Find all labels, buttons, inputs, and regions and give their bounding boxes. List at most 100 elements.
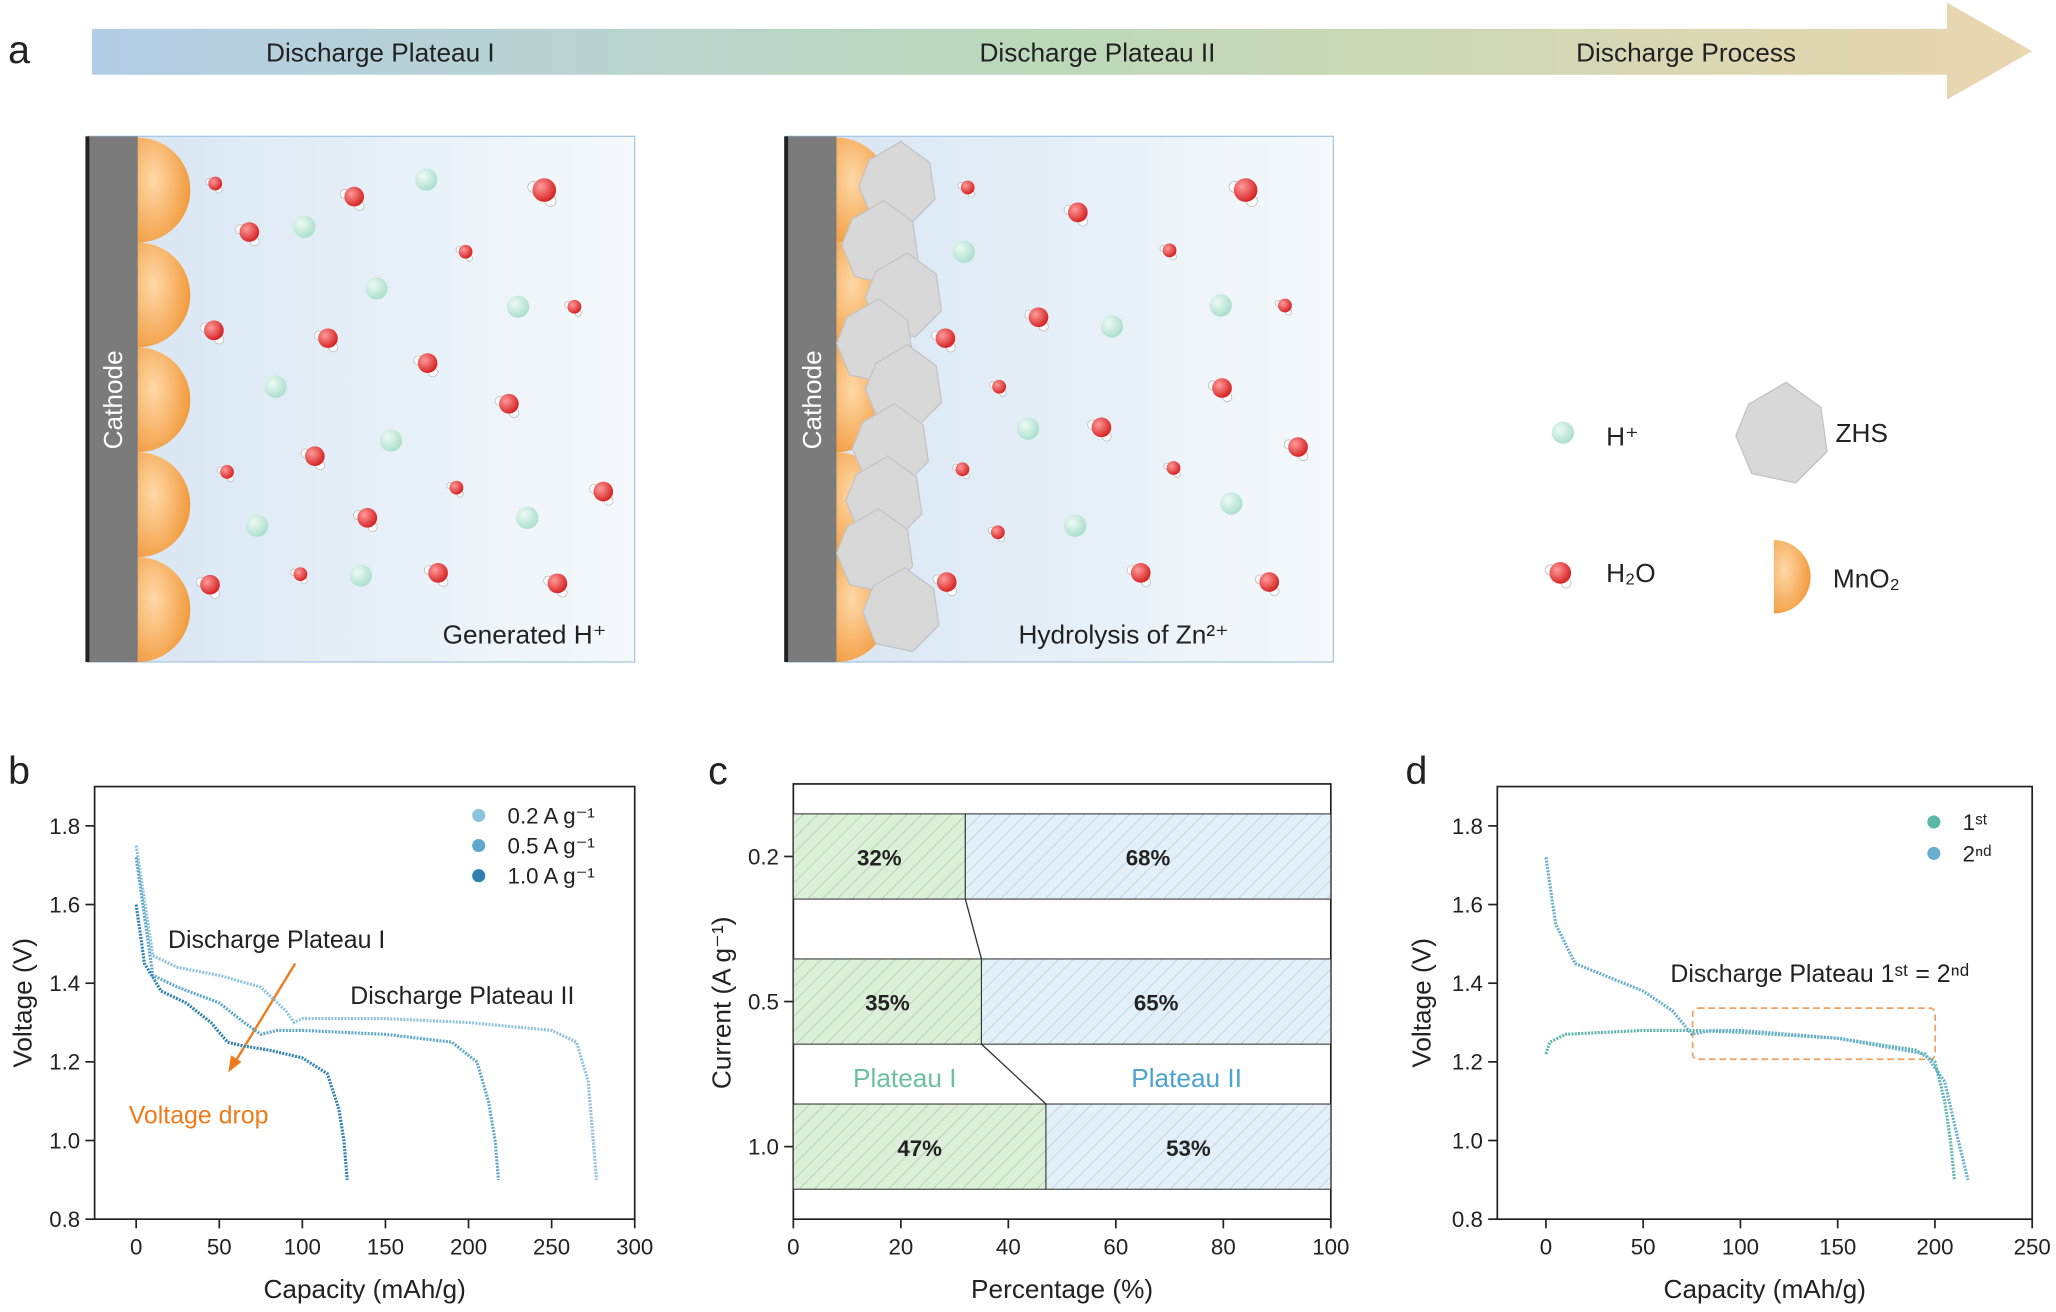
legend-marker xyxy=(472,808,486,822)
curve xyxy=(1544,857,1970,1181)
oxygen-atom xyxy=(417,353,438,373)
x-tick-label: 50 xyxy=(1631,1235,1656,1260)
x-tick-label: 80 xyxy=(1211,1235,1236,1260)
x-tick-label: 250 xyxy=(533,1235,570,1260)
x-tick-label: 0 xyxy=(1540,1235,1552,1260)
x-tick-label: 300 xyxy=(616,1235,653,1260)
value-label: 68% xyxy=(1126,846,1171,871)
oxygen-atom xyxy=(935,328,956,349)
oxygen-atom xyxy=(1259,572,1280,592)
proton xyxy=(246,514,269,537)
x-tick-label: 100 xyxy=(1722,1235,1759,1260)
y-tick-label: 1.8 xyxy=(49,814,80,839)
oxygen-atom xyxy=(499,393,519,414)
oxygen-atom xyxy=(305,446,325,467)
proton xyxy=(1220,492,1243,515)
arrow-label: Discharge Plateau II xyxy=(979,38,1215,68)
annotation: Voltage drop xyxy=(129,1101,269,1129)
x-tick-label: 250 xyxy=(2014,1235,2051,1260)
panel-label: d xyxy=(1406,749,1428,793)
y-tick-label: 0.2 xyxy=(748,844,779,869)
mno2-particle xyxy=(137,347,191,453)
mno2-particle xyxy=(137,242,191,348)
legend-label: 1ˢᵗ xyxy=(1963,810,1988,835)
cathode-edge xyxy=(85,136,90,663)
oxygen-atom xyxy=(1278,298,1292,313)
plot-frame xyxy=(1496,785,2034,1221)
x-tick-label: 50 xyxy=(207,1235,232,1260)
annotation: Discharge Plateau II xyxy=(350,982,574,1010)
legend-marker xyxy=(472,838,486,853)
series-label: Plateau I xyxy=(853,1063,956,1093)
oxygen-atom xyxy=(208,176,223,191)
bar-segment xyxy=(964,813,1332,900)
proton xyxy=(415,168,438,191)
oxygen-atom xyxy=(428,563,448,583)
oxygen-atom xyxy=(992,379,1007,394)
mno2-particle xyxy=(137,452,191,558)
oxygen-atom xyxy=(449,480,464,495)
y-tick-label: 1.0 xyxy=(49,1128,80,1153)
legend-marker xyxy=(1927,846,1941,860)
y-tick-label: 1.0 xyxy=(748,1134,779,1159)
oxygen-atom xyxy=(1549,562,1572,584)
curve xyxy=(134,904,349,1180)
x-tick-label: 150 xyxy=(1819,1235,1856,1260)
zhs-particle xyxy=(862,566,940,653)
proton xyxy=(365,277,388,300)
connector xyxy=(981,1043,1047,1105)
proton xyxy=(349,564,372,587)
panel-label: b xyxy=(8,749,30,793)
oxygen-atom xyxy=(990,525,1005,540)
diagram: Discharge Plateau I Discharge Plateau II… xyxy=(85,2,2033,663)
value-label: 32% xyxy=(857,846,902,871)
oxygen-atom xyxy=(293,567,308,582)
bar-segment xyxy=(1045,1103,1332,1190)
oxygen-atom xyxy=(567,299,582,314)
connector xyxy=(964,898,983,960)
mno2-legend xyxy=(1773,540,1811,614)
y-tick-label: 1.2 xyxy=(1452,1050,1483,1075)
arrow-label: Discharge Plateau I xyxy=(266,38,495,68)
x-tick-label: 100 xyxy=(284,1235,321,1260)
proton xyxy=(1100,315,1124,338)
y-tick-label: 1.4 xyxy=(49,971,80,996)
highlight-box xyxy=(1691,1007,1937,1061)
mno2-particle xyxy=(137,137,191,243)
y-axis-label: Current (A g⁻¹) xyxy=(706,917,736,1090)
zhs-particle xyxy=(864,343,943,430)
proton xyxy=(1064,514,1087,537)
oxygen-atom xyxy=(1162,243,1177,258)
x-tick-label: 20 xyxy=(888,1235,913,1260)
oxygen-atom xyxy=(1091,417,1112,438)
proton xyxy=(506,295,530,318)
oxygen-atom xyxy=(532,178,557,202)
curve xyxy=(1544,1028,1956,1180)
oxygen-atom xyxy=(1212,378,1232,398)
box-caption: Hydrolysis of Zn²⁺ xyxy=(1018,620,1228,650)
x-tick-label: 100 xyxy=(1312,1235,1349,1260)
legend-marker xyxy=(472,869,486,883)
oxygen-atom xyxy=(318,328,338,349)
legend-label: H₂O xyxy=(1606,558,1655,588)
oxygen-atom xyxy=(204,320,224,341)
x-axis-label: Percentage (%) xyxy=(971,1274,1153,1304)
proton xyxy=(1551,421,1575,444)
oxygen-atom xyxy=(344,186,365,207)
oxygen-atom xyxy=(960,180,975,195)
x-tick-label: 150 xyxy=(367,1235,404,1260)
x-tick-label: 0 xyxy=(130,1235,142,1260)
proton xyxy=(1209,294,1232,317)
cathode-label: Cathode xyxy=(797,350,827,449)
value-label: 53% xyxy=(1166,1136,1211,1161)
proton xyxy=(1016,417,1040,440)
x-axis-label: Capacity (mAh/g) xyxy=(263,1274,465,1304)
oxygen-atom xyxy=(1130,563,1151,583)
legend-label: MnO₂ xyxy=(1833,563,1900,593)
value-label: 35% xyxy=(865,991,910,1016)
y-axis-label: Voltage (V) xyxy=(1406,938,1436,1068)
legend-label: 0.2 A g⁻¹ xyxy=(508,803,595,828)
annotation: Discharge Plateau 1ˢᵗ = 2ⁿᵈ xyxy=(1670,960,1969,988)
curve xyxy=(134,845,599,1180)
oxygen-atom xyxy=(936,572,957,592)
